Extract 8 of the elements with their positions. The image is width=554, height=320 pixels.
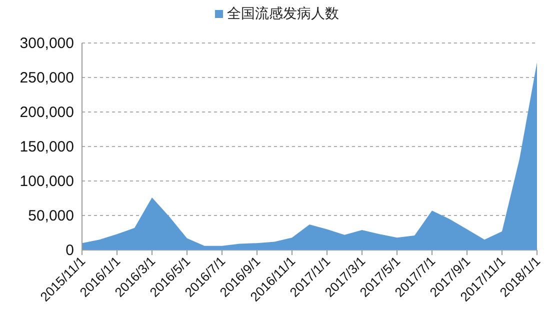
y-tick-label: 200,000 bbox=[20, 104, 74, 121]
y-tick-label: 50,000 bbox=[28, 208, 74, 224]
y-tick-label: 250,000 bbox=[20, 70, 74, 86]
y-tick-label: 150,000 bbox=[20, 138, 74, 156]
y-tick-label: 300,000 bbox=[20, 35, 74, 52]
legend-label: 全国流感发病人数 bbox=[227, 5, 339, 21]
y-tick-label: 100,000 bbox=[20, 173, 74, 190]
y-tick-label: 0 bbox=[66, 242, 74, 259]
